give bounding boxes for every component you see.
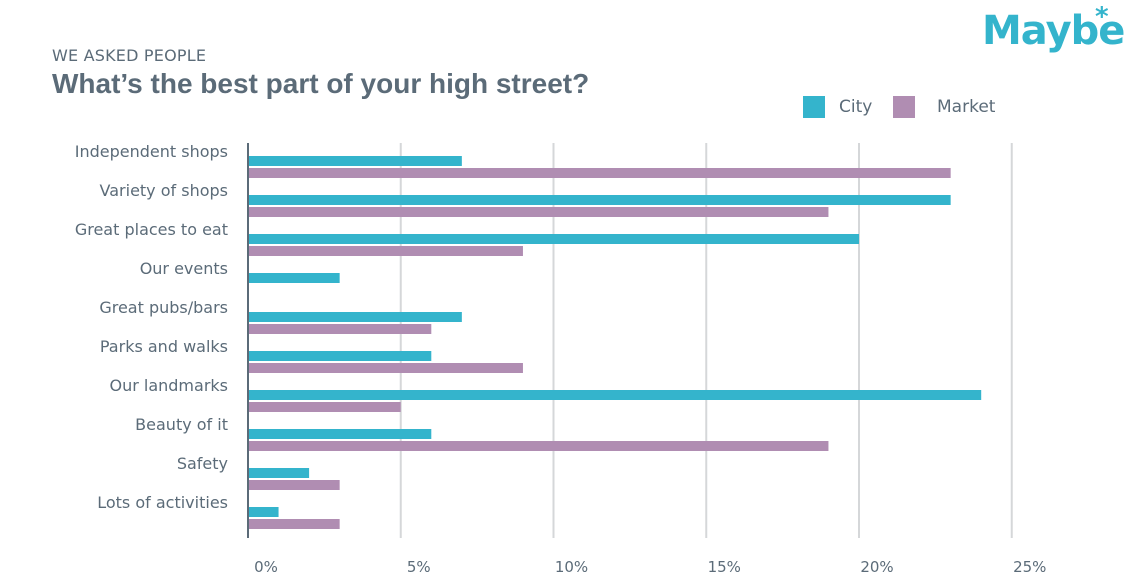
category-label: Independent shops <box>75 142 228 161</box>
bar-market <box>248 519 340 529</box>
logo-star-icon: * <box>1095 2 1109 32</box>
chart-title: What’s the best part of your high street… <box>52 68 590 99</box>
legend-item-city: City <box>803 96 872 118</box>
x-tick-label: 10% <box>555 558 588 576</box>
legend-label-city: City <box>839 97 873 117</box>
chart-kicker: WE ASKED PEOPLE <box>52 46 207 65</box>
bar-city <box>248 351 432 361</box>
x-tick-label: 25% <box>1013 558 1046 576</box>
category-label: Great pubs/bars <box>99 298 228 317</box>
legend-label-market: Market <box>937 97 996 117</box>
category-labels: Independent shops Variety of shops Great p… <box>75 142 228 512</box>
bars <box>248 156 982 529</box>
category-label: Our events <box>140 259 228 278</box>
x-tick-labels: 0% 5% 10% 15% 20% 25% <box>254 558 1046 576</box>
bar-market <box>248 441 829 451</box>
bar-city <box>248 429 432 439</box>
category-label: Safety <box>177 454 228 473</box>
bar-city <box>248 312 462 322</box>
legend-swatch-market <box>893 96 915 118</box>
bar-city <box>248 273 340 283</box>
legend-swatch-city <box>803 96 825 118</box>
legend-item-market: Market <box>893 96 995 118</box>
bar-city <box>248 468 310 478</box>
bar-city <box>248 156 462 166</box>
bar-market <box>248 324 432 334</box>
x-tick-label: 20% <box>860 558 893 576</box>
x-tick-label: 0% <box>254 558 278 576</box>
bar-city <box>248 390 982 400</box>
category-label: Our landmarks <box>109 376 228 395</box>
bar-market <box>248 480 340 490</box>
category-label: Lots of activities <box>97 493 228 512</box>
bar-city <box>248 195 951 205</box>
category-label: Beauty of it <box>135 415 228 434</box>
category-label: Parks and walks <box>100 337 228 356</box>
bar-city <box>248 507 279 517</box>
bar-market <box>248 363 523 373</box>
x-tick-label: 5% <box>407 558 431 576</box>
bar-market <box>248 168 951 178</box>
brand-logo: Maybe <box>982 8 1125 54</box>
category-label: Great places to eat <box>75 220 228 239</box>
bar-market <box>248 246 523 256</box>
x-tick-label: 15% <box>708 558 741 576</box>
bar-market <box>248 402 401 412</box>
category-label: Variety of shops <box>100 181 228 200</box>
bar-market <box>248 207 829 217</box>
bar-city <box>248 234 859 244</box>
